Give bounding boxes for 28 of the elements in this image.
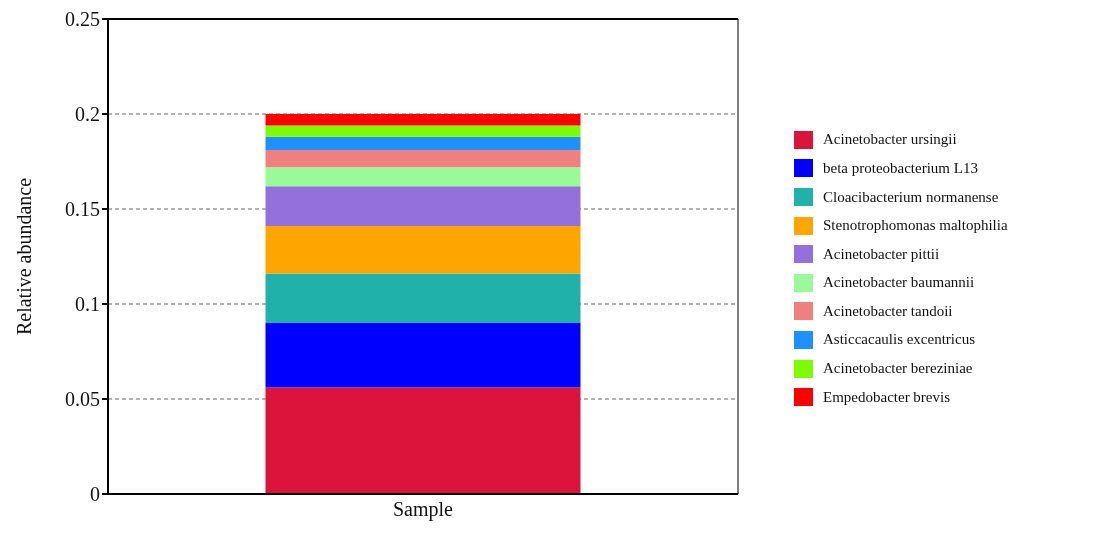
legend-label: Asticcacaulis excentricus bbox=[823, 331, 976, 349]
legend-label: Acinetobacter pittii bbox=[823, 245, 940, 263]
legend-label: Acinetobacter ursingii bbox=[823, 131, 957, 149]
legend-label: Acinetobacter tandoii bbox=[823, 302, 953, 320]
y-tick-label: 0.05 bbox=[65, 388, 100, 411]
y-tick-label: 0.15 bbox=[65, 198, 100, 221]
bar bbox=[265, 273, 581, 323]
bar bbox=[265, 125, 581, 137]
y-tick-label: 0.1 bbox=[75, 293, 100, 316]
legend-label: Cloacibacterium normanense bbox=[823, 188, 999, 206]
y-tick-label: 0.25 bbox=[65, 8, 100, 31]
legend-label: Empedobacter brevis bbox=[823, 388, 951, 406]
bar bbox=[265, 114, 581, 126]
y-axis-title: Relative abundance bbox=[13, 177, 36, 336]
bar bbox=[265, 136, 581, 151]
bar bbox=[265, 150, 581, 168]
x-tick-label: Sample bbox=[393, 498, 454, 522]
bar bbox=[265, 387, 581, 494]
bar bbox=[265, 323, 581, 388]
bar bbox=[265, 186, 581, 227]
y-tick-label: 0 bbox=[90, 483, 100, 506]
y-tick-label: 0.2 bbox=[75, 103, 100, 126]
legend-label: Acinetobacter bereziniae bbox=[823, 360, 973, 378]
legend-label: beta proteobacterium L13 bbox=[823, 159, 978, 177]
bar bbox=[265, 167, 581, 187]
legend-label: Stenotrophomonas maltophilia bbox=[823, 217, 1008, 235]
bar bbox=[265, 226, 581, 274]
legend-label: Acinetobacter baumannii bbox=[823, 274, 975, 292]
